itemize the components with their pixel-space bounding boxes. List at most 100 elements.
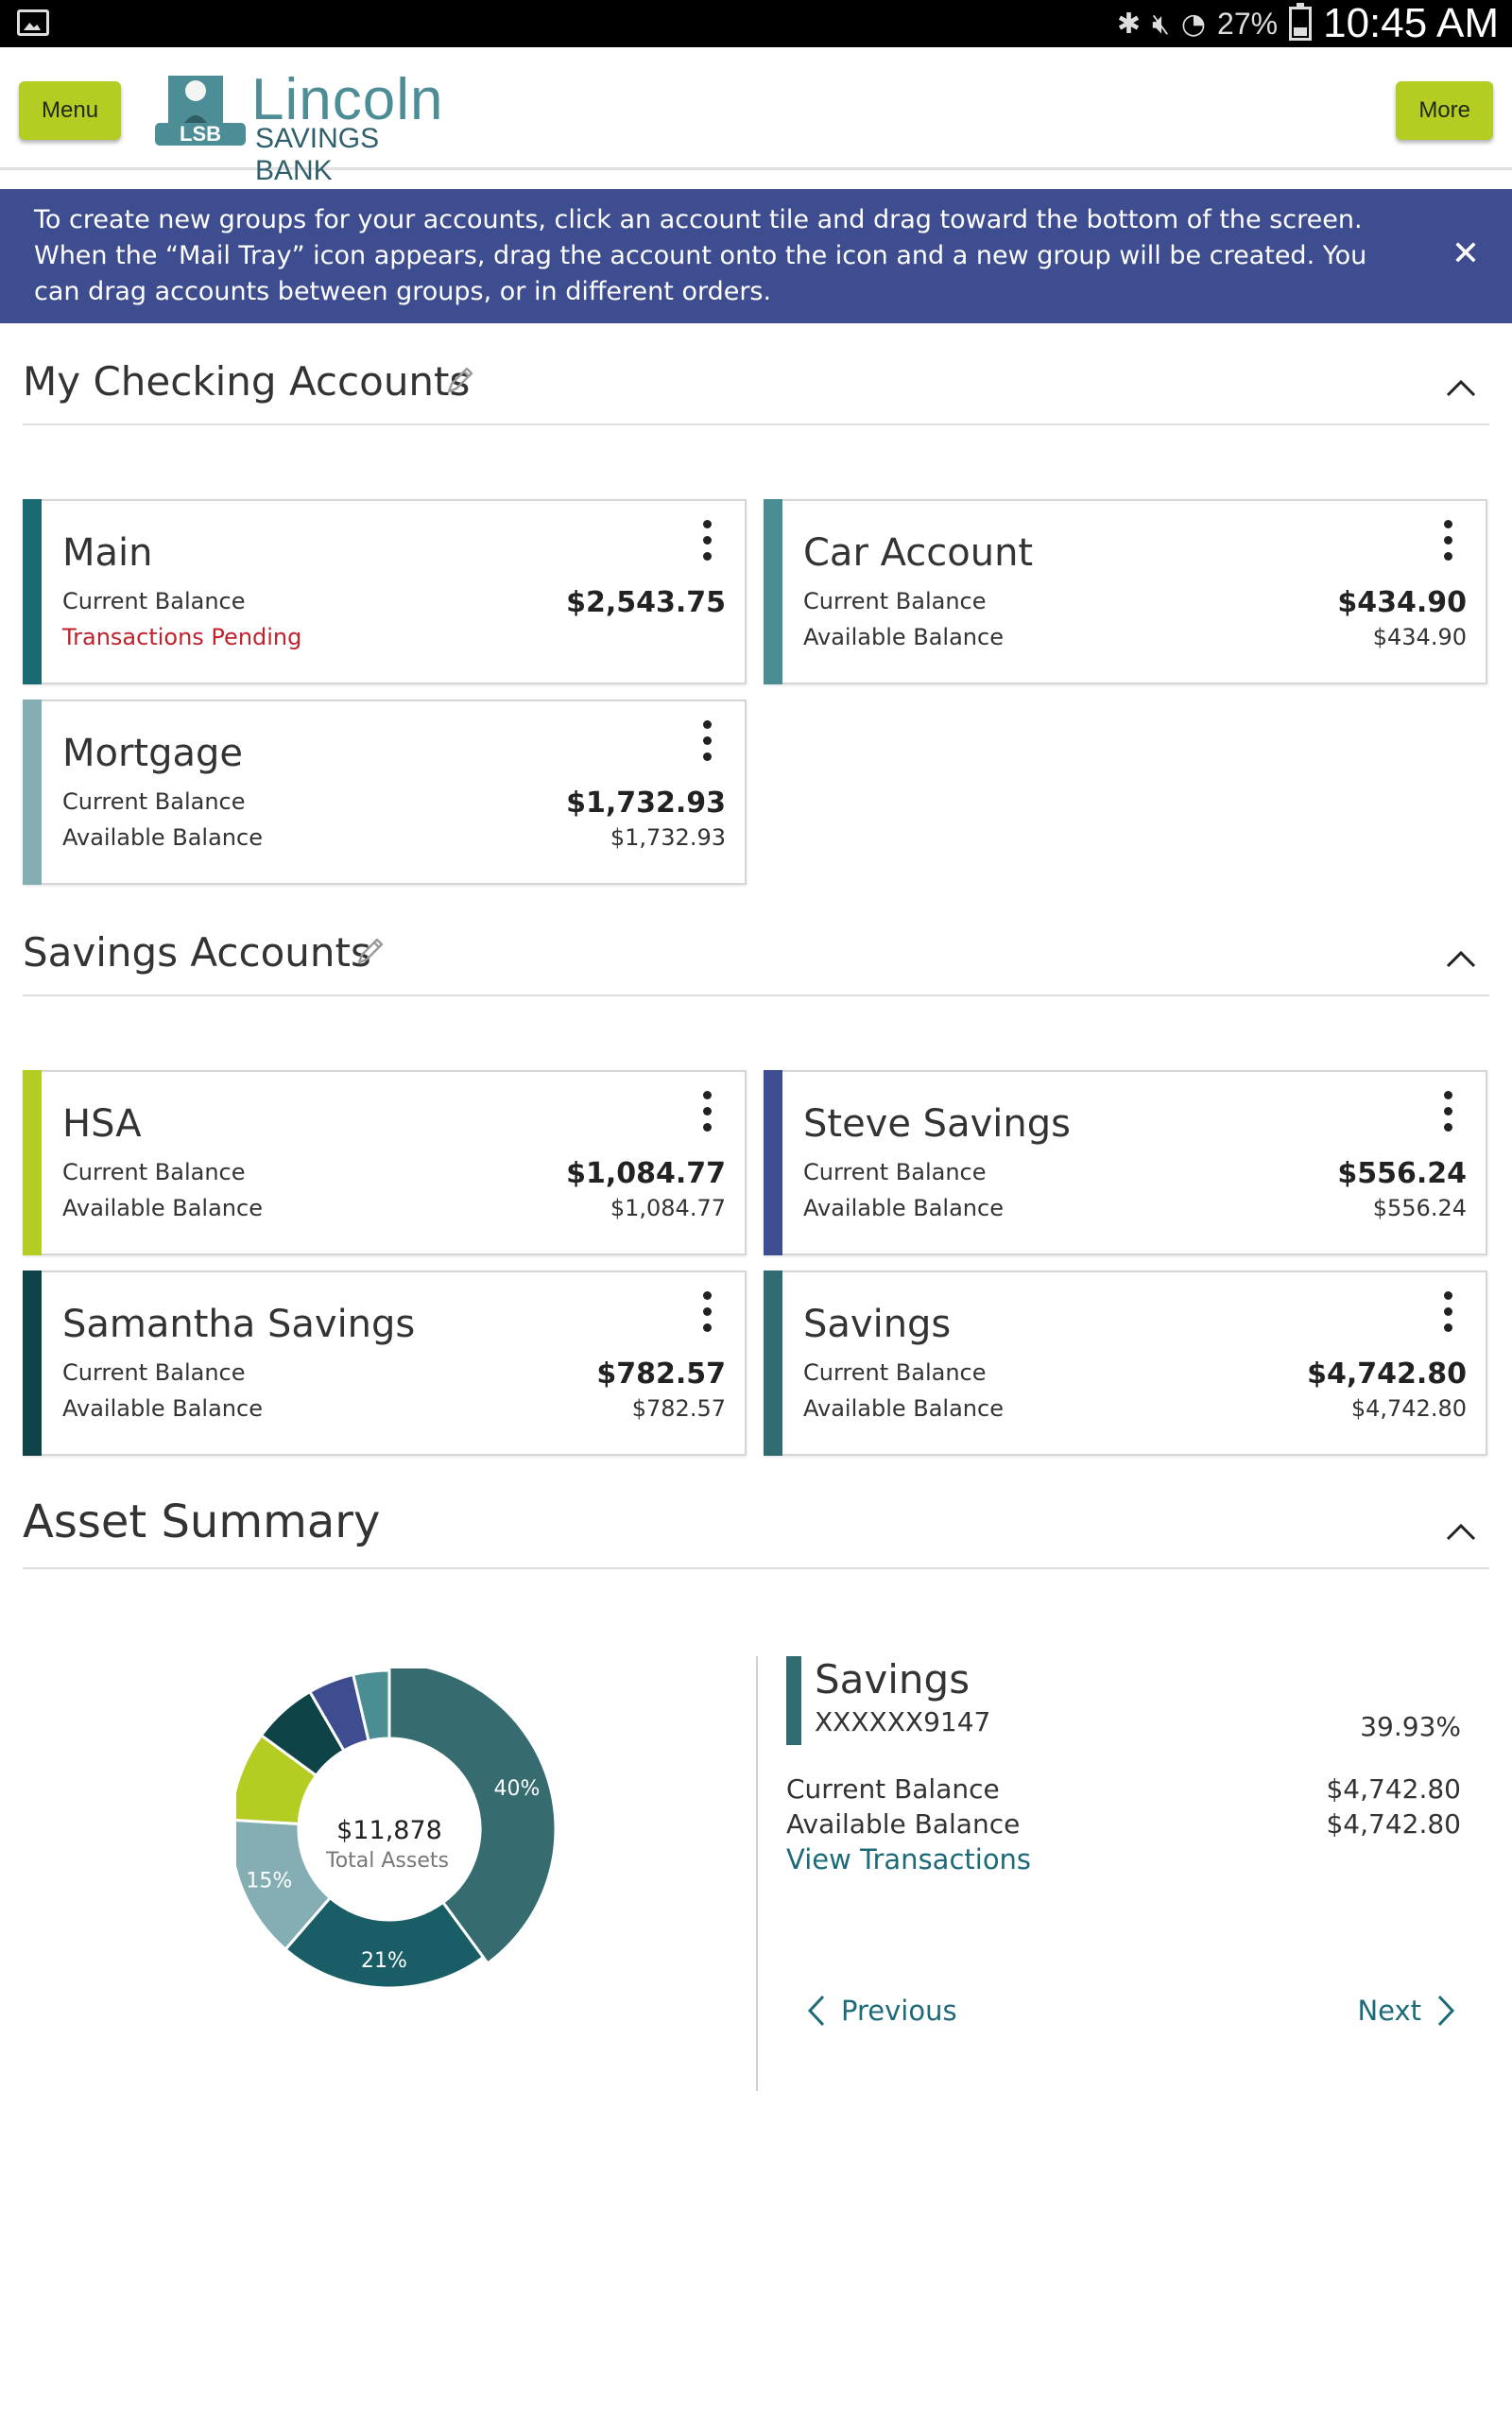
donut-svg[interactable]: 40% 21% 15% $11,878 Total Assets <box>229 1661 558 1990</box>
pending-label: Transactions Pending <box>62 624 302 650</box>
chevron-up-icon[interactable] <box>1444 374 1478 403</box>
available-balance-value: $1,732.93 <box>610 824 726 851</box>
menu-button[interactable]: Menu <box>19 81 122 140</box>
battery-icon <box>1289 3 1313 41</box>
selected-account-number: XXXXXX9147 <box>815 1706 991 1737</box>
current-balance-label: Current Balance <box>803 1159 987 1185</box>
available-balance-value: $4,742.80 <box>1350 1395 1467 1422</box>
checking-section-header: My Checking Accounts <box>23 340 1489 425</box>
donut-percent-label: 15% <box>246 1870 292 1893</box>
tile-color-bar <box>23 1070 42 1255</box>
account-name: Savings <box>803 1303 952 1346</box>
account-tile-samantha-savings[interactable]: Samantha Savings Current Balance Availab… <box>23 1270 747 1456</box>
kebab-menu-icon[interactable] <box>701 1091 713 1134</box>
kebab-menu-icon[interactable] <box>701 720 713 764</box>
account-tile-car-account[interactable]: Car Account Current Balance Available Ba… <box>764 499 1487 684</box>
account-tile-steve-savings[interactable]: Steve Savings Current Balance Available … <box>764 1070 1487 1255</box>
current-balance-value: $4,742.80 <box>1307 1357 1467 1391</box>
account-tile-hsa[interactable]: HSA Current Balance Available Balance $1… <box>23 1070 747 1255</box>
previous-button[interactable]: Previous <box>805 1993 957 2029</box>
available-balance-label: Available Balance <box>62 1195 263 1221</box>
available-balance-label: Available Balance <box>62 1395 263 1422</box>
available-balance-label: Available Balance <box>786 1808 1021 1840</box>
total-assets-value: $11,878 <box>336 1816 442 1845</box>
current-balance-label: Current Balance <box>62 788 246 815</box>
bank-seal-icon: LSB <box>155 76 246 146</box>
available-balance-label: Available Balance <box>62 824 263 851</box>
logo-name: Lincoln <box>251 67 444 132</box>
current-balance-value: $782.57 <box>596 1357 726 1391</box>
pencil-icon[interactable] <box>353 934 387 968</box>
current-balance-label: Current Balance <box>803 1359 987 1386</box>
current-balance-value: $434.90 <box>1337 586 1467 619</box>
available-balance-value: $782.57 <box>631 1395 726 1422</box>
current-balance-label: Current Balance <box>62 588 246 614</box>
battery-percent: 27% <box>1217 6 1279 41</box>
asset-donut-chart[interactable]: 40% 21% 15% $11,878 Total Assets <box>229 1661 558 1990</box>
section-title: Asset Summary <box>23 1495 381 1548</box>
donut-percent-label: 40% <box>493 1777 540 1801</box>
account-tile-mortgage[interactable]: Mortgage Current Balance Available Balan… <box>23 700 747 885</box>
kebab-menu-icon[interactable] <box>1442 1091 1453 1134</box>
image-notification-icon <box>17 9 49 36</box>
clock: 10:45 AM <box>1323 0 1499 46</box>
chevron-up-icon[interactable] <box>1444 1518 1478 1547</box>
savings-section-header: Savings Accounts <box>23 911 1489 996</box>
info-banner: To create new groups for your accounts, … <box>0 189 1512 323</box>
tile-color-bar <box>764 499 782 684</box>
next-label: Next <box>1357 1995 1421 2027</box>
summary-divider <box>756 1656 758 2091</box>
available-balance-label: Available Balance <box>803 1395 1004 1422</box>
current-balance-value: $1,084.77 <box>566 1157 726 1190</box>
donut-segment-savings[interactable] <box>387 1661 558 1966</box>
current-balance-value: $4,742.80 <box>1326 1773 1461 1805</box>
current-balance-label: Current Balance <box>62 1159 246 1185</box>
available-balance-label: Available Balance <box>803 1195 1004 1221</box>
account-name: Main <box>62 531 153 575</box>
chevron-up-icon[interactable] <box>1444 945 1478 974</box>
kebab-menu-icon[interactable] <box>701 520 713 563</box>
kebab-menu-icon[interactable] <box>1442 1291 1453 1335</box>
lincoln-logo[interactable]: LSB Lincoln SAVINGS BANK <box>149 66 452 186</box>
bluetooth-icon: ✱ <box>1116 7 1141 41</box>
current-balance-value: $1,732.93 <box>566 786 726 820</box>
available-balance-value: $4,742.80 <box>1326 1808 1461 1840</box>
account-tile-main[interactable]: Main Current Balance Transactions Pendin… <box>23 499 747 684</box>
available-balance-value: $556.24 <box>1372 1195 1467 1221</box>
banner-text: To create new groups for your accounts, … <box>34 205 1367 306</box>
view-transactions-link[interactable]: View Transactions <box>786 1843 1032 1876</box>
current-balance-label: Current Balance <box>62 1359 246 1386</box>
account-name: HSA <box>62 1102 142 1146</box>
status-bar: ✱ 🔇︎ ◔ 27% 10:45 AM <box>0 0 1512 47</box>
available-balance-label: Available Balance <box>803 624 1004 650</box>
account-name: Car Account <box>803 531 1034 575</box>
tile-color-bar <box>23 499 42 684</box>
current-balance-label: Current Balance <box>803 588 987 614</box>
selected-account-name: Savings <box>815 1656 971 1703</box>
current-balance-value: $2,543.75 <box>566 586 726 619</box>
donut-segment-car-account[interactable] <box>351 1668 391 1743</box>
app-header: Menu LSB Lincoln SAVINGS BANK More <box>0 47 1512 186</box>
kebab-menu-icon[interactable] <box>701 1291 713 1335</box>
tile-color-bar <box>764 1270 782 1456</box>
total-assets-label: Total Assets <box>325 1849 449 1873</box>
tile-color-bar <box>23 1270 42 1456</box>
available-balance-value: $434.90 <box>1372 624 1467 650</box>
donut-segment-main[interactable] <box>284 1895 486 1990</box>
next-button[interactable]: Next <box>1357 1993 1457 2029</box>
status-icons: ✱ 🔇︎ ◔ 27% 10:45 AM <box>1117 0 1499 47</box>
mute-icon: 🔇︎ <box>1151 7 1170 41</box>
kebab-menu-icon[interactable] <box>1442 520 1453 563</box>
wifi-icon: ◔ <box>1180 7 1207 41</box>
available-balance-value: $1,084.77 <box>610 1195 726 1221</box>
selected-account-percent: 39.93% <box>1360 1711 1461 1742</box>
pencil-icon[interactable] <box>443 363 477 397</box>
logo-subtitle: SAVINGS BANK <box>255 123 380 186</box>
close-icon[interactable]: ✕ <box>1451 234 1480 273</box>
account-name: Samantha Savings <box>62 1303 416 1346</box>
more-button[interactable]: More <box>1396 81 1493 140</box>
seal-lettering: LSB <box>180 122 221 146</box>
chevron-right-icon <box>1437 1995 1455 2027</box>
account-tile-savings[interactable]: Savings Current Balance Available Balanc… <box>764 1270 1487 1456</box>
tile-color-bar <box>23 700 42 885</box>
